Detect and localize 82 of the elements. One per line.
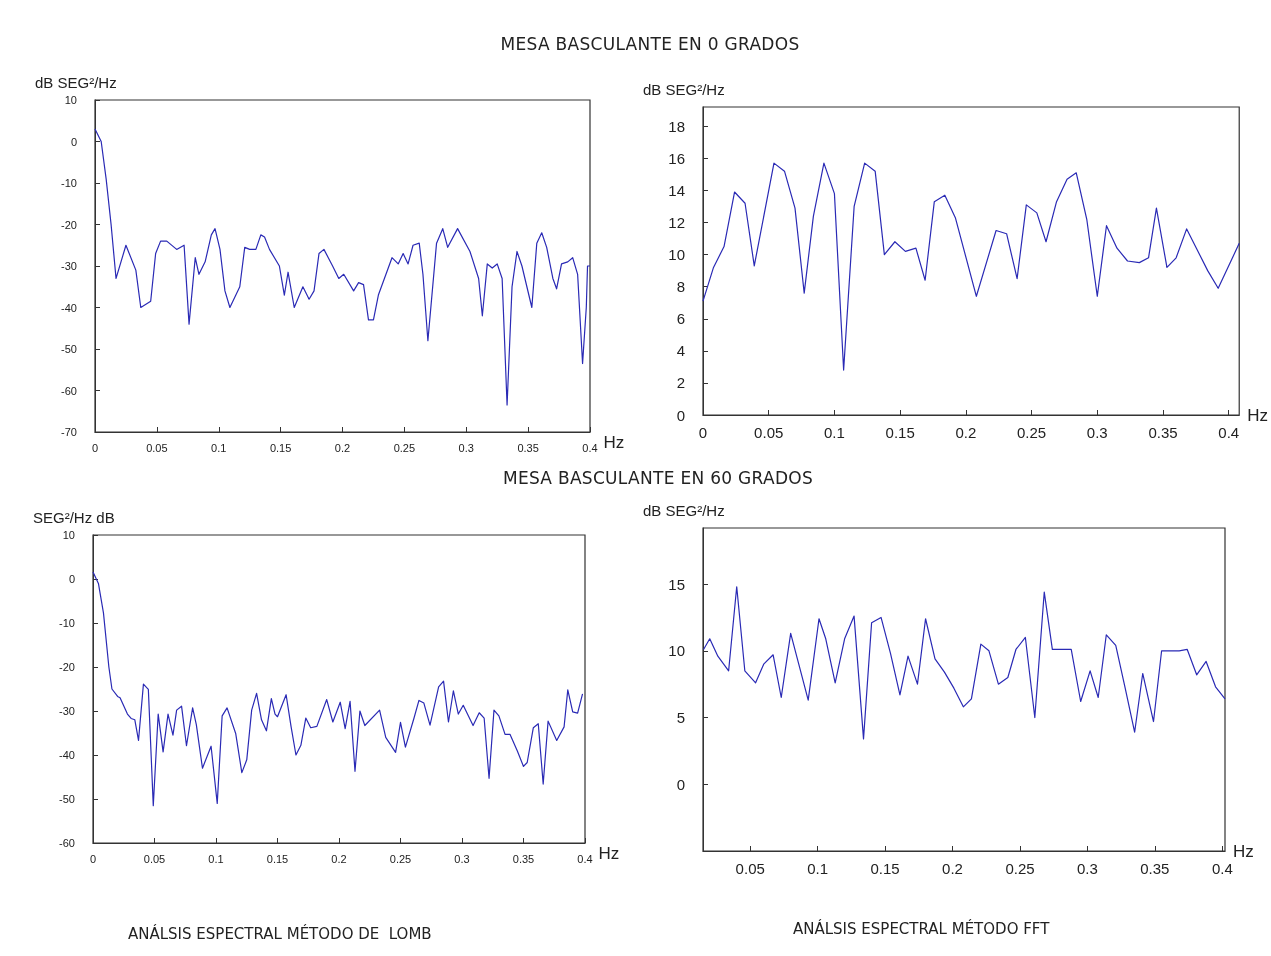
x-tick-label: 0.35 [512,852,535,865]
y-tick-label: -60 [61,384,77,397]
x-tick-label: 0.2 [955,424,977,441]
y-tick-label: -60 [59,837,75,849]
x-tick-label: 0.3 [1086,424,1108,441]
x-tick-label: 0.15 [269,441,292,454]
x-tick-label: 0.3 [1076,860,1098,877]
text: MESA BASCULANTE EN 60 GRADOS [502,468,814,488]
y-tick-label: 10 [62,529,75,541]
x-tick-label: 0.05 [143,852,166,865]
x-tick-label: 0.25 [1016,424,1047,441]
y-tick-label: 12 [668,214,685,231]
y-axis-title: SEG²/Hz dB [33,509,115,526]
x-axis-title: Hz [603,433,625,452]
y-tick-label: -40 [61,301,77,314]
text: ANÁLSIS ESPECTRAL MÉTODO DE LOMB [128,925,432,943]
x-axis-title: Hz [1247,406,1268,425]
x-tick-label: 0.15 [266,852,289,865]
y-tick-label: -10 [61,177,77,189]
x-tick-label: 0.3 [458,441,474,454]
x-tick-label: 0.05 [146,441,168,454]
y-tick-label: 2 [676,374,685,392]
y-tick-label: -30 [61,260,77,272]
y-axis-title: dB SEG²/Hz [643,502,725,519]
y-tick-label: 0 [676,406,685,424]
y-axis-title: dB SEG²/Hz [643,81,725,98]
y-tick-label: 0 [676,775,685,793]
y-axis-title: dB SEG²/Hz [35,74,117,91]
x-tick-label: 0.25 [389,852,412,865]
y-tick-label: -50 [59,793,75,805]
x-tick-label: 0.25 [1005,860,1035,877]
x-tick-label: 0.4 [577,852,593,865]
y-tick-label: 8 [676,278,685,296]
y-tick-label: -20 [61,218,77,231]
x-tick-label: 0.1 [824,424,845,441]
y-tick-label: 5 [676,709,685,727]
x-tick-label: 0.35 [1148,424,1178,441]
line-series [702,162,1240,371]
x-tick-label: 0.1 [807,860,829,877]
x-tick-label: 0.4 [582,441,598,454]
y-tick-label: -10 [59,617,75,629]
y-tick-label: 0 [68,573,75,585]
x-tick-label: 0.25 [393,441,416,454]
x-tick-label: 0.2 [942,860,963,877]
line-series [94,128,591,406]
text: MESA BASCULANTE EN 0 GRADOS [500,34,800,54]
y-tick-label: 10 [668,642,685,660]
y-tick-label: 15 [668,575,685,593]
x-tick-label: 0.2 [331,852,347,865]
y-tick-label: 16 [668,149,685,167]
x-tick-label: 0 [89,852,97,865]
x-tick-label: 0.4 [1218,424,1240,441]
x-tick-label: 0.1 [208,852,224,865]
y-tick-label: 14 [668,181,685,199]
y-tick-label: 10 [668,246,685,264]
x-tick-label: 0.05 [754,424,784,441]
x-tick-label: 0.15 [885,424,915,441]
x-tick-label: 0.1 [211,441,227,454]
line-series [92,571,584,807]
x-tick-label: 0.3 [454,852,470,865]
y-tick-label: -70 [61,426,77,438]
x-axis-title: Hz [598,844,620,863]
y-tick-label: -30 [59,705,75,717]
x-tick-label: 0.35 [517,441,539,454]
x-tick-label: 0.05 [735,860,765,877]
y-tick-label: 0 [70,135,77,148]
x-axis-title: Hz [1233,842,1254,861]
y-tick-label: -20 [59,661,75,673]
text: ANÁLSIS ESPECTRAL MÉTODO FFT [793,920,1050,938]
y-tick-label: -40 [59,749,75,761]
x-tick-label: 0 [91,441,99,454]
x-tick-label: 0.35 [1140,860,1170,877]
x-tick-label: 0.2 [334,441,351,454]
x-tick-label: 0 [698,424,708,441]
y-tick-label: 6 [676,310,685,328]
x-tick-label: 0.4 [1211,860,1233,877]
line-series [702,586,1226,740]
y-tick-label: -50 [61,343,77,355]
y-tick-label: 4 [676,342,685,360]
x-tick-label: 0.15 [870,860,900,877]
y-tick-label: 10 [64,94,77,106]
y-tick-label: 18 [668,117,685,135]
